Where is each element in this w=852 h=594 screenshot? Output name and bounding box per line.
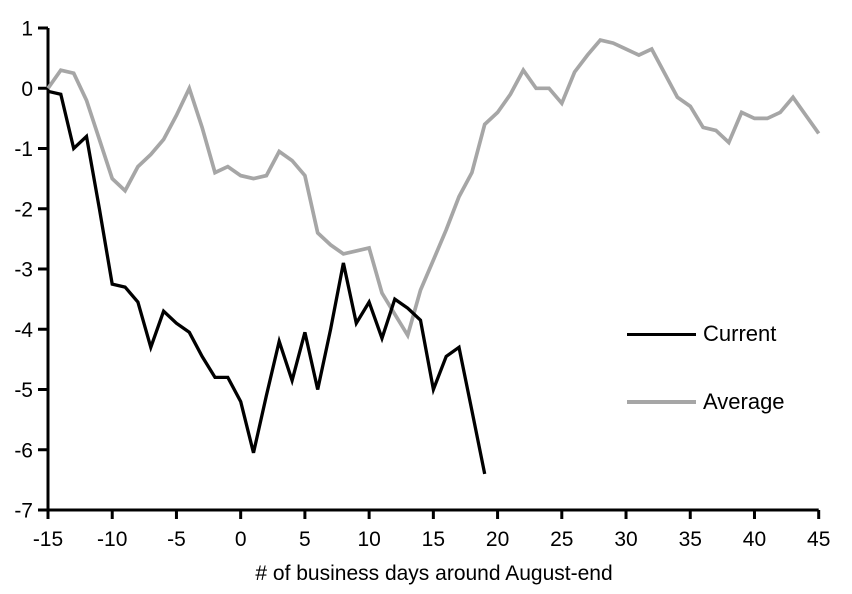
y-axis-tick-label: 0: [21, 78, 33, 101]
legend-label-current: Current: [703, 321, 777, 346]
x-axis-tick-label: 40: [743, 528, 766, 551]
x-axis-tick-label: -15: [33, 528, 63, 551]
legend-item-current: Current: [627, 320, 776, 348]
y-axis-tick-label: -5: [14, 379, 33, 402]
y-axis-tick-label: -2: [14, 198, 33, 221]
x-axis-tick-label: -10: [97, 528, 127, 551]
x-axis-tick-label: 45: [807, 528, 830, 551]
x-axis-tick-label: -5: [167, 528, 186, 551]
y-axis-tick-label: -3: [14, 259, 33, 282]
current-series-line: [47, 89, 487, 475]
x-axis-title: # of business days around August-end: [255, 562, 613, 585]
x-axis-tick-label: 25: [550, 528, 573, 551]
current-line-swatch: [627, 332, 696, 336]
average-line-swatch: [627, 400, 696, 404]
x-axis-tick-label: 20: [486, 528, 509, 551]
x-axis-tick-label: 35: [679, 528, 702, 551]
y-axis-tick-label: -4: [14, 319, 33, 342]
y-axis-tick-label: -6: [14, 439, 33, 462]
y-axis-tick-label: -7: [14, 500, 33, 523]
legend-item-average: Average: [627, 388, 785, 416]
y-axis-tick-label: 1: [21, 18, 33, 41]
x-axis-tick-label: 15: [422, 528, 445, 551]
y-axis-tick-label: -1: [14, 138, 33, 161]
legend-label-average: Average: [703, 389, 785, 414]
average-series-line: [46, 38, 821, 340]
x-axis-tick-label: 30: [614, 528, 637, 551]
x-axis-tick-label: 5: [299, 528, 311, 551]
axis-lines: [46, 28, 819, 512]
x-axis-tick-label: 10: [357, 528, 380, 551]
x-axis-tick-label: 0: [235, 528, 247, 551]
